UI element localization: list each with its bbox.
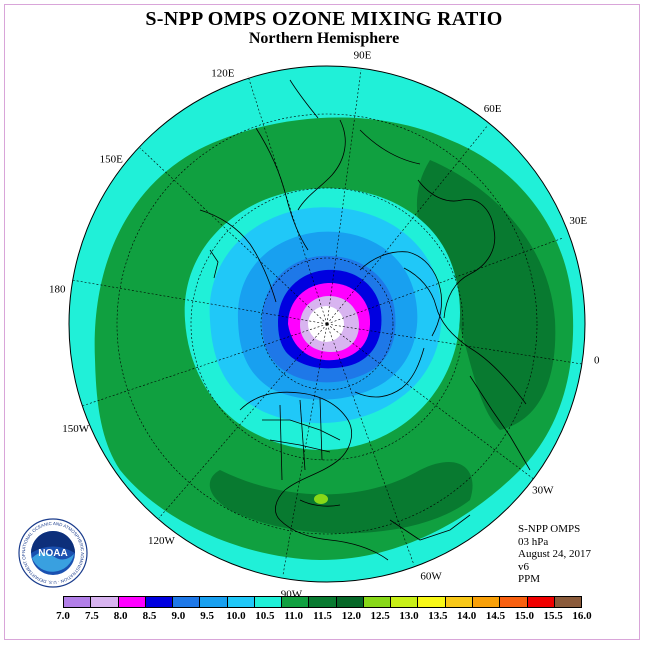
legend-swatch xyxy=(91,597,119,607)
pressure-level: 03 hPa xyxy=(518,535,549,548)
legend-swatch xyxy=(227,597,255,607)
page-subtitle: Northern Hemisphere xyxy=(248,30,400,47)
longitude-label: 120W xyxy=(148,535,176,547)
legend-tick-label: 16.0 xyxy=(572,610,592,622)
legend-tick-label: 12.0 xyxy=(341,610,361,622)
legend-tick-label: 12.5 xyxy=(370,610,390,622)
product-info: S-NPP OMPS 03 hPa August 24, 2017 v6 PPM xyxy=(518,523,591,586)
units-label: PPM xyxy=(518,573,541,585)
legend-tick-labels: 7.0 7.5 8.0 8.5 9.0 9.5 10.0 10.5 11.0 11.5 12.0 12… xyxy=(0,610,648,624)
legend-tick-label: 7.0 xyxy=(56,610,70,622)
longitude-label: 0 xyxy=(594,355,600,367)
longitude-label: 90E xyxy=(354,49,372,61)
legend-tick-label: 9.0 xyxy=(171,610,186,622)
legend-swatch xyxy=(200,597,228,607)
legend-swatch xyxy=(254,597,283,607)
legend-tick-label: 9.5 xyxy=(200,610,215,622)
ozone-field xyxy=(69,66,585,582)
legend-tick-label: 15.5 xyxy=(543,610,563,622)
legend-tick-label: 8.5 xyxy=(142,610,157,622)
longitude-label: 150W xyxy=(62,423,90,435)
legend-tick-label: 14.0 xyxy=(457,610,477,622)
longitude-label: 120E xyxy=(211,68,235,80)
legend-swatch xyxy=(145,597,174,607)
graticule xyxy=(71,69,583,576)
legend-swatch xyxy=(500,597,528,607)
page-title: S-NPP OMPS OZONE MIXING RATIO xyxy=(145,8,503,30)
longitude-label: 30E xyxy=(569,215,587,227)
legend-swatch xyxy=(173,597,201,607)
legend-swatch xyxy=(363,597,392,607)
noaa-logo: NATIONAL OCEANIC AND ATMOSPHERIC ADMINIS… xyxy=(18,518,88,588)
longitude-label: 180 xyxy=(49,284,66,296)
instrument-label: S-NPP OMPS xyxy=(518,523,581,535)
date-label: August 24, 2017 xyxy=(518,548,592,560)
longitude-label: 150E xyxy=(100,153,124,165)
legend-swatch xyxy=(418,597,446,607)
longitude-label: 60E xyxy=(484,103,502,115)
noaa-wordmark: NOAA xyxy=(38,548,67,559)
longitude-label: 30W xyxy=(532,485,554,497)
color-legend xyxy=(63,596,582,608)
legend-swatch xyxy=(527,597,555,607)
legend-swatch xyxy=(282,597,310,607)
longitude-label: 60W xyxy=(420,570,442,582)
legend-swatch xyxy=(309,597,337,607)
legend-swatch xyxy=(118,597,146,607)
legend-tick-label: 7.5 xyxy=(84,610,99,622)
legend-swatch xyxy=(391,597,419,607)
legend-tick-label: 15.0 xyxy=(514,610,534,622)
coastlines xyxy=(199,79,531,561)
hemisphere-boundary xyxy=(68,65,586,583)
legend-swatch xyxy=(445,597,473,607)
legend-tick-label: 11.5 xyxy=(313,610,332,622)
legend-swatch xyxy=(64,597,92,607)
legend-tick-label: 10.0 xyxy=(226,610,246,622)
legend-tick-label: 11.0 xyxy=(284,610,303,622)
legend-tick-label: 8.0 xyxy=(113,610,128,622)
legend-tick-label: 13.0 xyxy=(399,610,419,622)
version-label: v6 xyxy=(518,560,529,573)
legend-swatch xyxy=(472,597,501,607)
legend-tick-label: 13.5 xyxy=(428,610,448,622)
legend-swatch xyxy=(336,597,364,607)
legend-swatch xyxy=(554,597,582,607)
legend-tick-label: 10.5 xyxy=(255,610,275,622)
legend-tick-label: 14.5 xyxy=(485,610,506,622)
